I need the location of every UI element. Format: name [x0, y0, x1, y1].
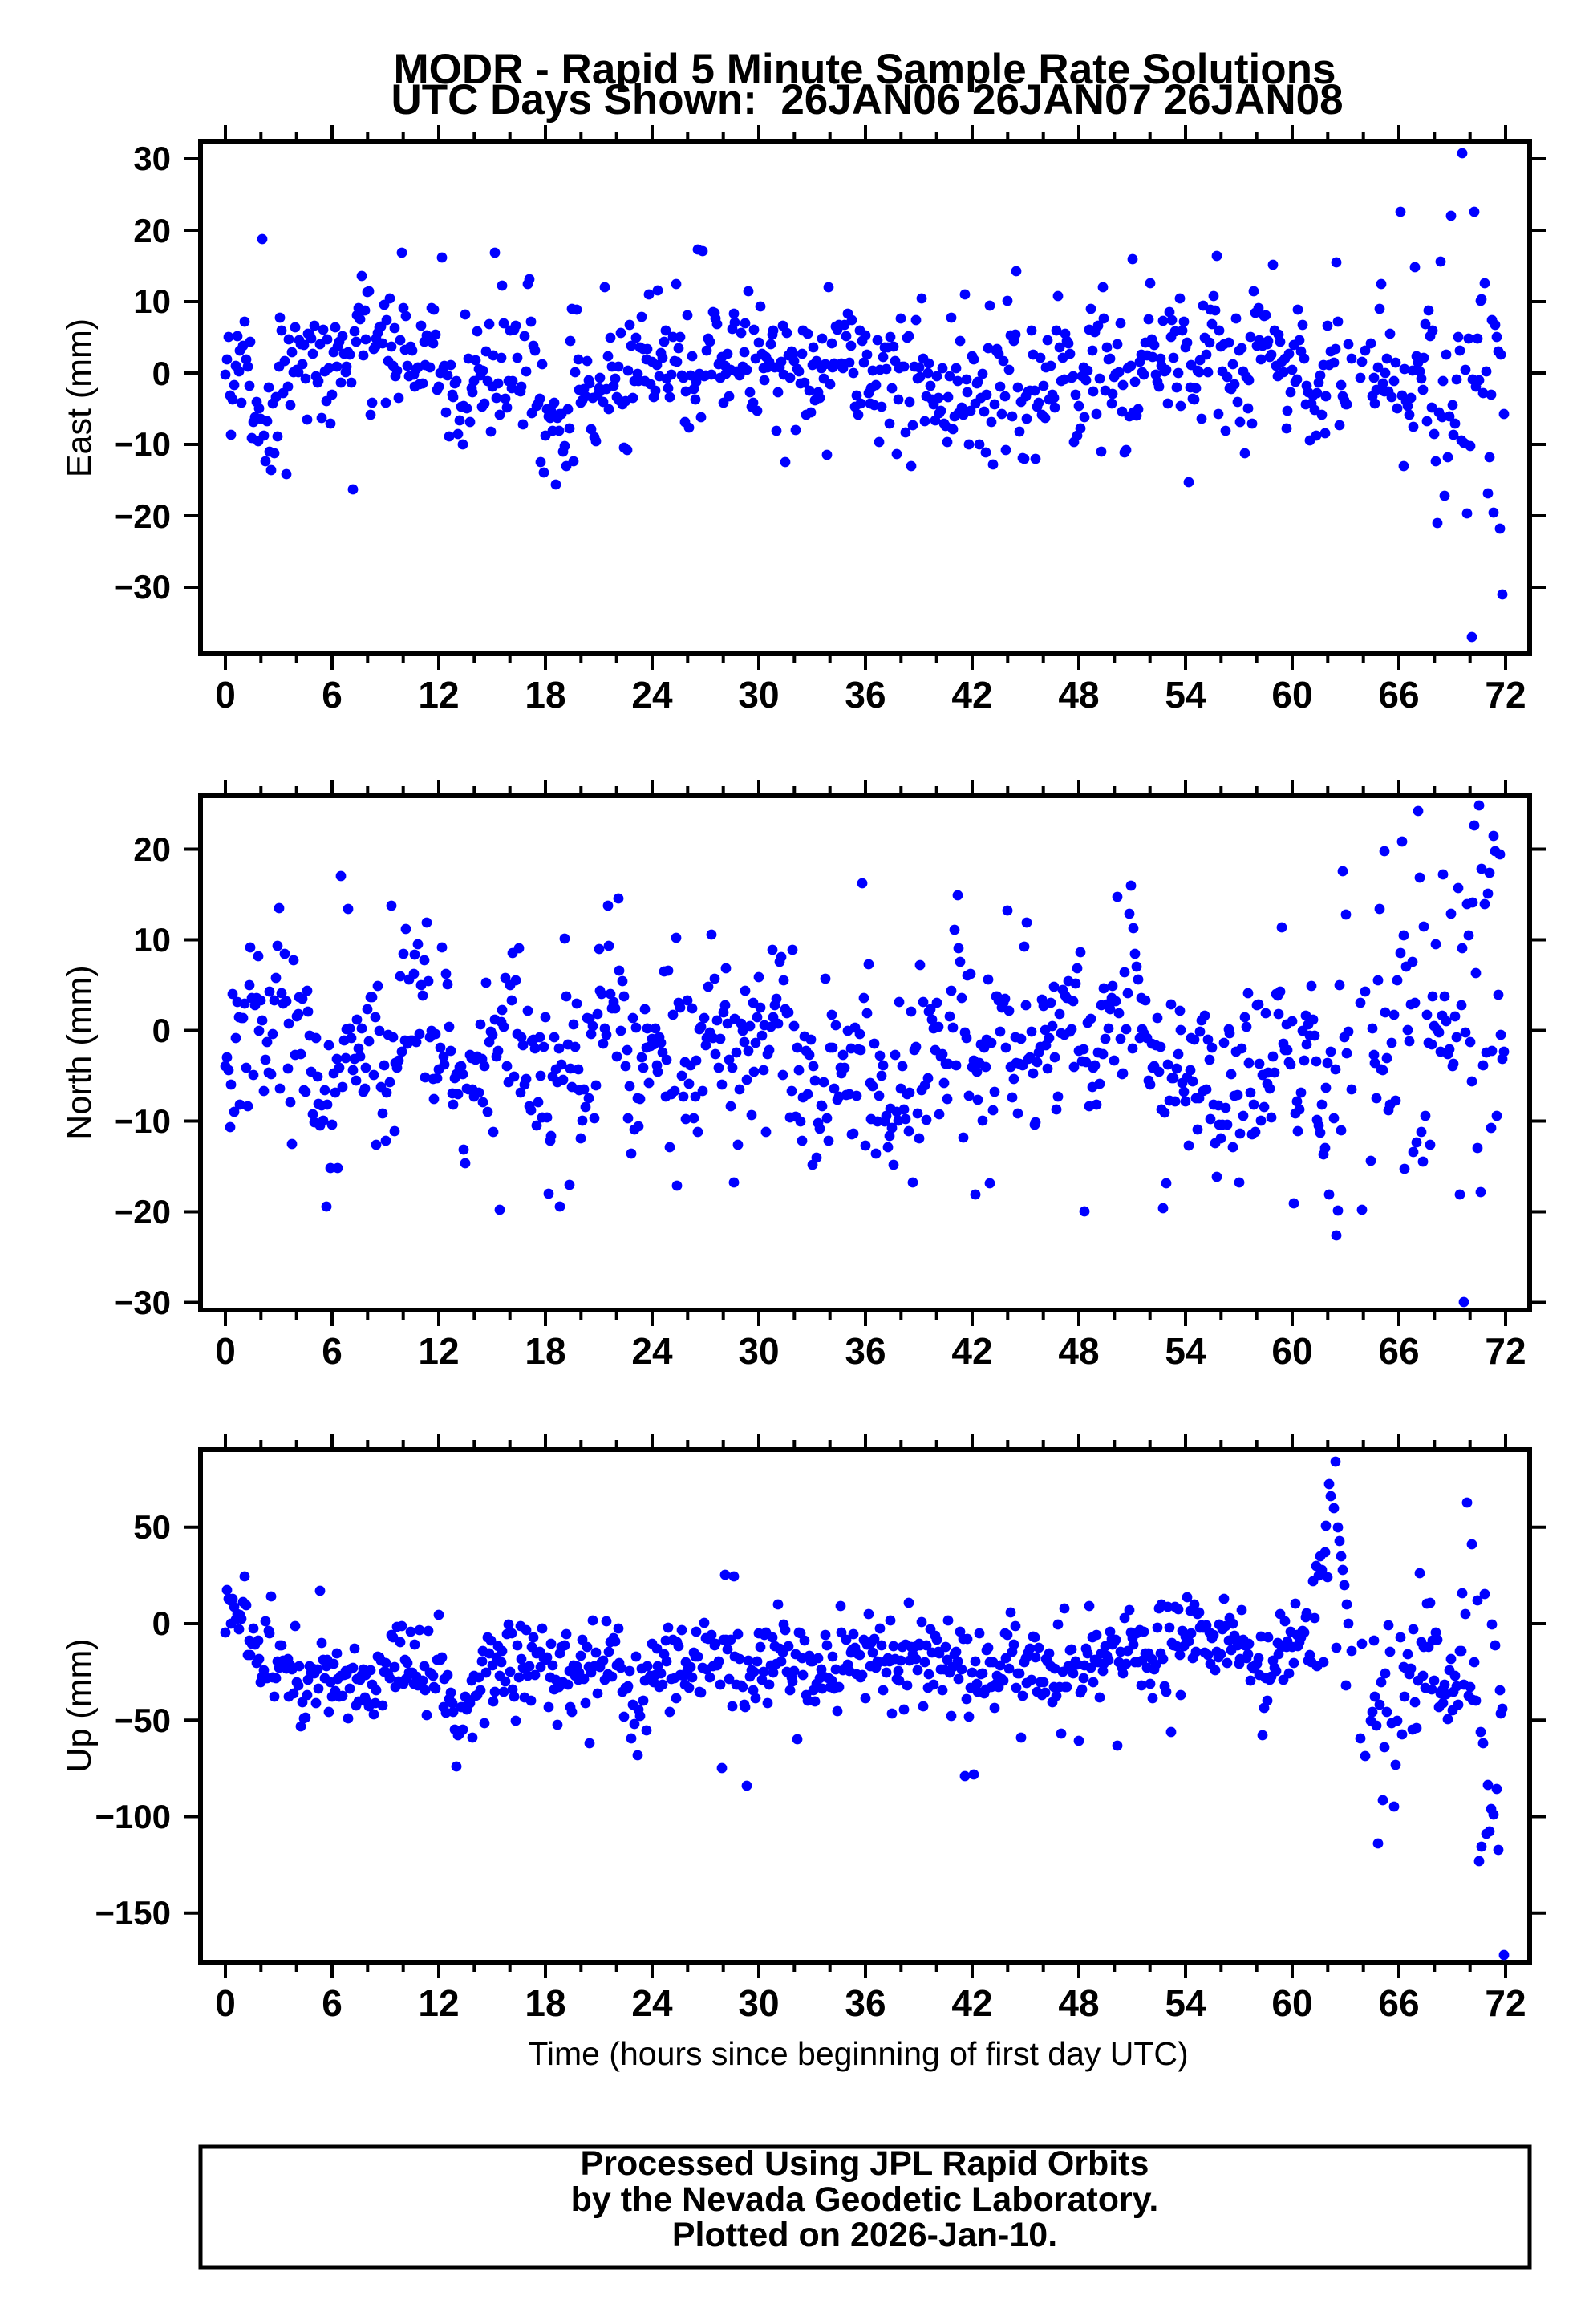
svg-text:30: 30 — [738, 1982, 779, 2024]
svg-text:−50: −50 — [114, 1701, 171, 1739]
svg-text:20: 20 — [133, 212, 171, 249]
svg-text:12: 12 — [418, 1330, 459, 1372]
svg-text:24: 24 — [631, 1982, 673, 2024]
svg-text:UTC Days Shown: 26JAN06 26JAN: UTC Days Shown: 26JAN06 26JAN07 26JAN08 — [391, 76, 1343, 124]
svg-text:−20: −20 — [114, 1193, 171, 1231]
svg-text:Up (mm): Up (mm) — [60, 1638, 99, 1772]
svg-text:−20: −20 — [114, 497, 171, 535]
svg-text:30: 30 — [133, 140, 171, 177]
svg-text:24: 24 — [631, 1330, 673, 1372]
svg-text:36: 36 — [845, 1330, 886, 1372]
svg-text:0: 0 — [215, 1330, 236, 1372]
svg-text:20: 20 — [133, 830, 171, 868]
svg-text:36: 36 — [845, 674, 886, 716]
svg-text:66: 66 — [1378, 1330, 1419, 1372]
svg-text:10: 10 — [133, 282, 171, 320]
svg-text:66: 66 — [1378, 1982, 1419, 2024]
svg-text:30: 30 — [738, 674, 779, 716]
svg-text:60: 60 — [1271, 1330, 1312, 1372]
svg-text:0: 0 — [215, 1982, 236, 2024]
svg-text:−30: −30 — [114, 1284, 171, 1321]
svg-text:48: 48 — [1058, 1982, 1099, 2024]
svg-text:18: 18 — [525, 674, 565, 716]
svg-text:12: 12 — [418, 1982, 459, 2024]
svg-text:by the Nevada Geodetic Laborat: by the Nevada Geodetic Laboratory. — [571, 2180, 1159, 2219]
svg-text:−10: −10 — [114, 425, 171, 463]
svg-text:0: 0 — [152, 355, 171, 392]
svg-text:36: 36 — [845, 1982, 886, 2024]
svg-text:24: 24 — [631, 674, 673, 716]
svg-text:54: 54 — [1165, 674, 1206, 716]
svg-text:6: 6 — [322, 1330, 343, 1372]
svg-text:Time (hours since beginning of: Time (hours since beginning of first day… — [528, 2035, 1188, 2072]
svg-text:−30: −30 — [114, 568, 171, 606]
svg-text:42: 42 — [951, 1330, 992, 1372]
svg-text:72: 72 — [1485, 1982, 1526, 2024]
svg-text:10: 10 — [133, 921, 171, 959]
svg-text:−150: −150 — [95, 1894, 171, 1932]
svg-text:48: 48 — [1058, 1330, 1099, 1372]
svg-text:0: 0 — [215, 674, 236, 716]
svg-text:30: 30 — [738, 1330, 779, 1372]
svg-text:42: 42 — [951, 674, 992, 716]
svg-text:18: 18 — [525, 1982, 565, 2024]
svg-text:60: 60 — [1271, 1982, 1312, 2024]
svg-text:42: 42 — [951, 1982, 992, 2024]
svg-text:0: 0 — [152, 1012, 171, 1049]
svg-text:12: 12 — [418, 674, 459, 716]
svg-text:54: 54 — [1165, 1982, 1206, 2024]
svg-text:72: 72 — [1485, 1330, 1526, 1372]
svg-text:66: 66 — [1378, 674, 1419, 716]
svg-text:0: 0 — [152, 1604, 171, 1642]
svg-text:−100: −100 — [95, 1798, 171, 1835]
svg-text:Plotted on 2026-Jan-10.: Plotted on 2026-Jan-10. — [672, 2216, 1057, 2254]
svg-text:6: 6 — [322, 674, 343, 716]
svg-text:72: 72 — [1485, 674, 1526, 716]
svg-text:−10: −10 — [114, 1102, 171, 1140]
svg-text:50: 50 — [133, 1508, 171, 1546]
svg-text:Processed Using JPL Rapid Orbi: Processed Using JPL Rapid Orbits — [581, 2144, 1149, 2183]
svg-text:18: 18 — [525, 1330, 565, 1372]
svg-text:North (mm): North (mm) — [60, 965, 99, 1139]
svg-text:48: 48 — [1058, 674, 1099, 716]
svg-text:6: 6 — [322, 1982, 343, 2024]
svg-text:MODR - Rapid 5 Minute Sample R: MODR - Rapid 5 Minute Sample Rate Soluti… — [394, 46, 1336, 93]
svg-text:East (mm): East (mm) — [60, 318, 99, 477]
svg-text:54: 54 — [1165, 1330, 1206, 1372]
svg-text:60: 60 — [1271, 674, 1312, 716]
